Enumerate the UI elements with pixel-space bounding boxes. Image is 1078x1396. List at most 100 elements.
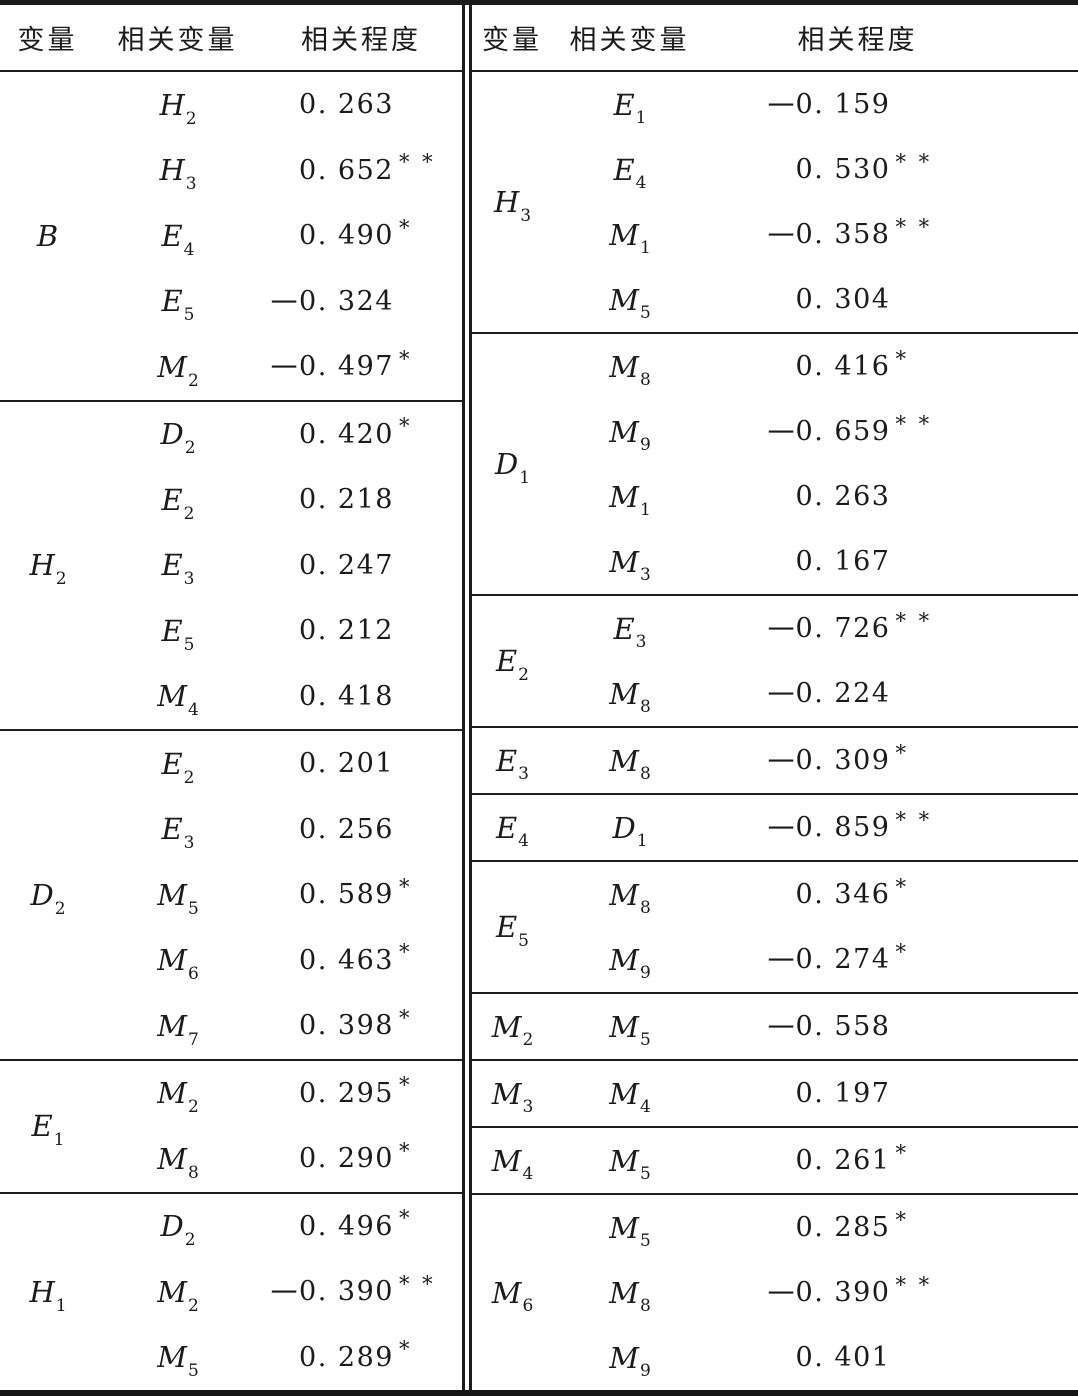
variable-symbol: M5 xyxy=(609,1210,651,1252)
variable-symbol: M9 xyxy=(609,942,651,984)
variable-subscript: 9 xyxy=(639,963,651,984)
correlation-cell: −0. 358 * * xyxy=(707,202,1078,267)
variable-symbol: M8 xyxy=(609,743,651,785)
variable-symbol: M2 xyxy=(157,1274,199,1316)
variable-symbol: D2 xyxy=(160,1209,196,1251)
variable-subscript: 4 xyxy=(187,700,199,721)
variable-symbol: H1 xyxy=(29,1274,67,1316)
variable-subscript: 7 xyxy=(187,1029,199,1050)
variable-symbol: D2 xyxy=(30,877,66,919)
variable-symbol: M5 xyxy=(609,1009,651,1051)
variable-subscript: 5 xyxy=(639,1231,651,1252)
correlation-cell: 0. 212 xyxy=(260,598,462,664)
correlation-cell: −0. 558 xyxy=(707,994,1078,1059)
correlation-cell: 0. 285 * xyxy=(707,1195,1078,1260)
variable-subscript: 1 xyxy=(639,500,651,521)
variable-subscript: 8 xyxy=(639,1296,651,1317)
correlation-value: 0. 652 xyxy=(299,154,394,186)
significance-stars: * xyxy=(895,874,909,899)
variable-symbol: M9 xyxy=(609,414,651,456)
right-table-body: H3 E1−0. 159 E4 0. 530 * * M1−0. 358 * * M5 0. 3… xyxy=(472,72,1078,1390)
variable-subscript: 2 xyxy=(55,569,67,590)
variable-subscript: 4 xyxy=(183,239,195,260)
related-variable-cell: M8 xyxy=(95,1126,260,1192)
variable-symbol: E4 xyxy=(161,218,195,260)
variable-subscript: 2 xyxy=(184,438,196,459)
variable-symbol: M1 xyxy=(609,479,651,521)
correlation-cell: 0. 530 * * xyxy=(707,137,1078,202)
variable-subscript: 4 xyxy=(522,1164,534,1185)
variable-symbol: E2 xyxy=(161,482,195,524)
left-header-row: 变量 相关变量 相关程度 xyxy=(0,5,462,72)
correlation-cell: 0. 247 xyxy=(260,533,462,599)
double-rule-divider xyxy=(465,5,469,1390)
related-variable-cell: M3 xyxy=(552,529,707,594)
correlation-cell: 0. 263 xyxy=(707,464,1078,529)
variable-subscript: 6 xyxy=(187,964,199,985)
related-variable-cell: M1 xyxy=(552,464,707,529)
variable-subscript: 8 xyxy=(187,1162,199,1183)
variable-group: H3 E1−0. 159 E4 0. 530 * * M1−0. 358 * * M5 0. 3… xyxy=(472,72,1078,334)
variable-cell: E5 xyxy=(472,862,552,992)
variable-symbol: E3 xyxy=(496,743,529,785)
correlation-value: 0. 420 xyxy=(299,418,394,450)
variable-subscript: 8 xyxy=(639,898,651,919)
related-variable-cell: E5 xyxy=(95,269,260,335)
related-variable-cell: M5 xyxy=(95,1325,260,1391)
variable-subscript: 5 xyxy=(518,930,529,951)
variable-group: E1 M2 0. 295 * M8 0. 290 * xyxy=(0,1061,462,1194)
significance-stars: * xyxy=(895,346,909,371)
correlation-value: 0. 304 xyxy=(795,284,891,315)
correlation-value: 0. 224 xyxy=(795,678,891,709)
variable-subscript: 5 xyxy=(183,634,195,655)
correlation-cell: 0. 289 * xyxy=(260,1325,462,1391)
correlation-cell: −0. 497 * xyxy=(260,334,462,400)
correlation-cell: 0. 490 * xyxy=(260,203,462,269)
correlation-cell: −0. 309 * xyxy=(707,728,1078,793)
related-variable-cell: M4 xyxy=(552,1061,707,1126)
variable-group: M4 M5 0. 261 * xyxy=(472,1128,1078,1195)
related-variable-cell: E1 xyxy=(552,72,707,137)
significance-stars: * xyxy=(895,1207,909,1232)
significance-stars: * xyxy=(398,1206,413,1231)
variable-group: M3 M4 0. 197 xyxy=(472,1061,1078,1128)
variable-symbol: D1 xyxy=(494,447,531,488)
correlation-value: 0. 309 xyxy=(795,745,891,776)
variable-cell: M2 xyxy=(472,994,552,1059)
variable-symbol: H2 xyxy=(159,87,197,129)
related-variable-cell: M5 xyxy=(95,862,260,928)
correlation-value: 0. 558 xyxy=(795,1011,891,1042)
correlation-value: 0. 218 xyxy=(299,484,394,516)
correlation-value: 0. 358 xyxy=(795,219,891,250)
right-header-row: 变量 相关变量 相关程度 xyxy=(472,5,1078,72)
significance-stars: * xyxy=(895,1140,909,1165)
variable-symbol: E5 xyxy=(496,910,529,951)
header-correlation-degree: 相关程度 xyxy=(797,25,918,56)
significance-stars: * * xyxy=(895,411,933,436)
significance-stars: * * xyxy=(895,1272,933,1297)
correlation-cell: −0. 390 * * xyxy=(707,1260,1078,1325)
variable-symbol: E2 xyxy=(161,746,195,788)
variable-subscript: 2 xyxy=(54,898,66,919)
correlation-value: 0. 401 xyxy=(795,1342,891,1373)
variable-subscript: 1 xyxy=(53,1129,65,1150)
minus-sign: − xyxy=(764,1011,797,1042)
related-variable-cell: M6 xyxy=(95,928,260,994)
variable-subscript: 2 xyxy=(187,1295,199,1316)
variable-subscript: 2 xyxy=(187,370,199,391)
variable-subscript: 5 xyxy=(187,1361,199,1382)
related-variable-cell: E4 xyxy=(95,203,260,269)
correlation-value: 0. 418 xyxy=(299,680,394,712)
significance-stars: * xyxy=(398,1005,413,1030)
variable-symbol: E2 xyxy=(496,644,529,685)
correlation-cell: −0. 224 xyxy=(707,661,1078,726)
significance-stars: * xyxy=(398,1138,413,1163)
variable-symbol: M4 xyxy=(491,1143,534,1185)
variable-subscript: 2 xyxy=(184,1230,196,1251)
variable-symbol: H2 xyxy=(29,548,67,590)
variable-symbol: M4 xyxy=(609,1076,651,1118)
correlation-value: 0. 274 xyxy=(795,944,891,975)
related-variable-cell: M5 xyxy=(552,1195,707,1260)
variable-symbol: M5 xyxy=(609,282,651,324)
minus-sign: − xyxy=(267,1276,301,1308)
